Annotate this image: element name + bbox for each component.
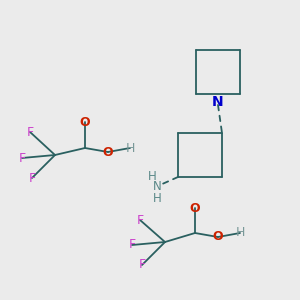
Text: F: F xyxy=(26,125,34,139)
Text: F: F xyxy=(136,214,144,226)
Text: F: F xyxy=(18,152,26,164)
Text: F: F xyxy=(138,259,146,272)
Text: O: O xyxy=(213,230,223,244)
Text: H: H xyxy=(148,170,156,184)
Text: F: F xyxy=(28,172,36,184)
Text: F: F xyxy=(128,238,136,251)
Text: H: H xyxy=(153,191,161,205)
Text: H: H xyxy=(235,226,245,239)
Text: O: O xyxy=(103,146,113,158)
Text: O: O xyxy=(190,202,200,214)
Text: H: H xyxy=(125,142,135,154)
Text: N: N xyxy=(212,95,224,109)
Text: O: O xyxy=(80,116,90,128)
Text: N: N xyxy=(153,181,161,194)
